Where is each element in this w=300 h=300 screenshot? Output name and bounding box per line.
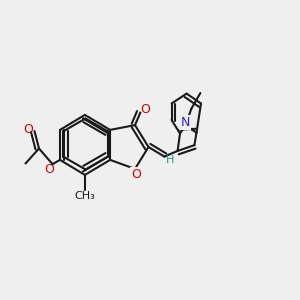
Text: N: N: [181, 116, 190, 129]
Text: O: O: [45, 163, 54, 176]
Text: O: O: [140, 103, 150, 116]
Text: H: H: [166, 155, 175, 165]
Text: CH₃: CH₃: [74, 190, 95, 201]
Text: O: O: [23, 123, 33, 136]
Text: O: O: [132, 168, 141, 181]
